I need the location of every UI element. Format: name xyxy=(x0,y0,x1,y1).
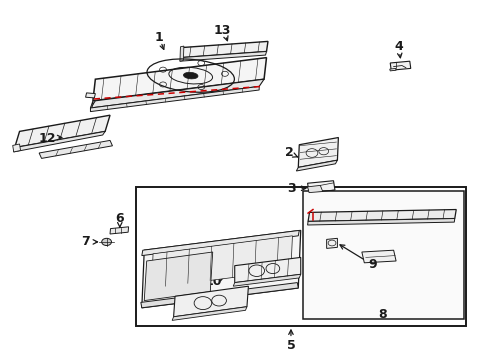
Polygon shape xyxy=(141,283,298,308)
Polygon shape xyxy=(361,250,395,263)
Polygon shape xyxy=(326,238,337,248)
Polygon shape xyxy=(298,138,338,167)
Polygon shape xyxy=(389,68,395,71)
Polygon shape xyxy=(307,181,334,193)
Text: 11: 11 xyxy=(258,264,276,277)
Bar xyxy=(136,187,465,326)
Polygon shape xyxy=(173,286,248,317)
Polygon shape xyxy=(142,230,299,256)
Polygon shape xyxy=(39,140,112,158)
Text: 2: 2 xyxy=(285,146,293,159)
Bar xyxy=(303,191,463,319)
Polygon shape xyxy=(307,185,322,193)
Polygon shape xyxy=(15,115,110,148)
Polygon shape xyxy=(142,230,300,308)
Polygon shape xyxy=(13,144,20,152)
Text: 13: 13 xyxy=(213,24,231,37)
Text: 3: 3 xyxy=(287,182,296,195)
Text: 12: 12 xyxy=(39,132,56,145)
Polygon shape xyxy=(172,307,246,320)
Polygon shape xyxy=(90,79,264,108)
Polygon shape xyxy=(110,227,128,234)
Text: 10: 10 xyxy=(204,275,222,288)
Polygon shape xyxy=(90,86,259,112)
Polygon shape xyxy=(180,46,183,61)
Polygon shape xyxy=(14,131,105,152)
Polygon shape xyxy=(90,101,93,112)
Text: 5: 5 xyxy=(286,339,295,352)
Polygon shape xyxy=(307,210,455,221)
Polygon shape xyxy=(144,252,212,301)
Text: 4: 4 xyxy=(393,40,402,53)
Polygon shape xyxy=(85,93,95,98)
Polygon shape xyxy=(233,274,300,286)
Polygon shape xyxy=(151,236,292,288)
Polygon shape xyxy=(296,160,337,171)
Text: 9: 9 xyxy=(367,258,376,271)
Polygon shape xyxy=(307,219,454,225)
Polygon shape xyxy=(234,257,300,283)
Circle shape xyxy=(102,238,111,246)
Text: 8: 8 xyxy=(378,309,386,321)
Polygon shape xyxy=(180,51,266,61)
Text: 7: 7 xyxy=(81,235,90,248)
Text: 1: 1 xyxy=(154,31,163,44)
Text: 6: 6 xyxy=(115,212,124,225)
Ellipse shape xyxy=(183,72,198,79)
Polygon shape xyxy=(181,41,267,58)
Polygon shape xyxy=(389,61,410,70)
Polygon shape xyxy=(93,58,266,101)
